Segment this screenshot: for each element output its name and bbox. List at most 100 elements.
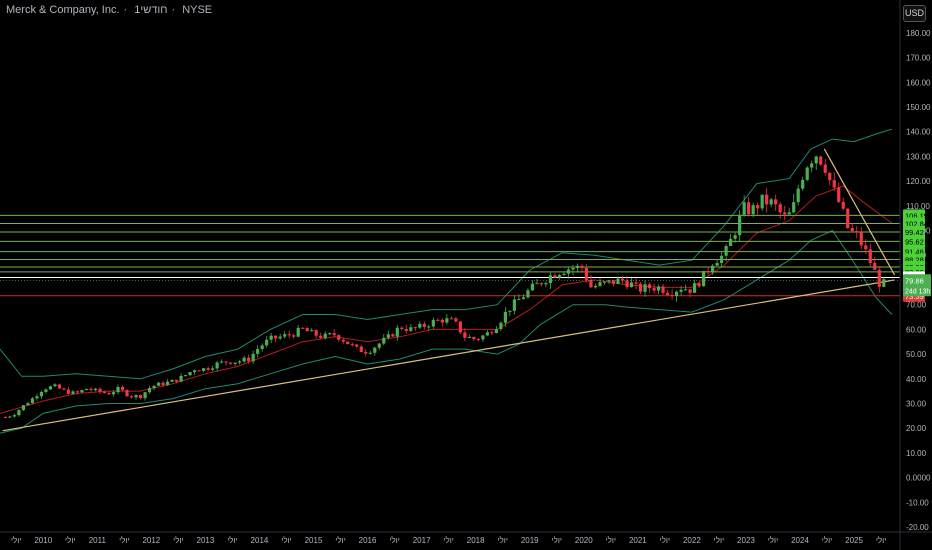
candle-body [107, 393, 111, 395]
candle-body [679, 289, 683, 292]
candle-body [733, 235, 737, 239]
x-tick-label: 2022 [683, 536, 701, 545]
trendlines [2, 148, 896, 432]
candle-body [287, 334, 291, 336]
moving-average-line [0, 185, 893, 414]
candle-body [134, 395, 138, 398]
candle-body [476, 339, 480, 341]
candle-body [512, 299, 517, 311]
candle-body [413, 327, 417, 329]
candle-body [814, 156, 818, 164]
y-tick-label: 70.00 [906, 301, 927, 310]
price-tags: 106.15102.8499.4295.6291.4688.2885.2283.… [0, 209, 931, 302]
bollinger-upper-line [0, 128, 893, 380]
candle-body [431, 319, 435, 327]
candle-body [720, 255, 724, 263]
level-tag-label: 88.28 [905, 255, 924, 264]
level-tag-label: 91.46 [905, 248, 924, 257]
x-tick-label: יולי [65, 536, 75, 545]
candle-body [174, 379, 179, 382]
candle-body [152, 385, 156, 389]
level-tag-label: 102.84 [905, 220, 928, 229]
candle-body [517, 299, 521, 301]
candle-body [75, 391, 80, 393]
x-tick-label: 2023 [737, 536, 755, 545]
candle-body [742, 202, 746, 215]
candle-body [220, 361, 224, 363]
candle-body [729, 238, 733, 247]
x-tick-label: 2011 [89, 536, 107, 545]
symbol-name[interactable]: Merck & Company, Inc. [6, 4, 120, 16]
time-axis[interactable]: יולי 2010 יולי 2011 יולי 2012 יולי 2013 יולי 2014… [0, 531, 932, 545]
candle-body [305, 328, 309, 332]
y-tick-label: 40.00 [906, 375, 927, 384]
candle-body [760, 194, 764, 209]
x-tick-label: יולי [119, 536, 129, 545]
candle-body [183, 375, 188, 377]
interval-label[interactable]: 1חודשי [134, 4, 168, 16]
candle-body [796, 188, 800, 203]
candle-body [616, 278, 620, 284]
candle-body [819, 156, 823, 165]
candle-body [418, 323, 422, 328]
candle-body [823, 164, 827, 173]
candle-body [98, 388, 102, 392]
candle-body [192, 370, 197, 373]
candle-body [674, 291, 679, 297]
candle-body [337, 335, 341, 340]
x-tick-label: יולי [660, 536, 670, 545]
candle-body [580, 265, 584, 268]
x-tick-label: 2020 [575, 536, 593, 545]
candle-body [400, 327, 404, 329]
candle-body [485, 332, 489, 336]
candle-body [783, 212, 787, 215]
candle-body [598, 282, 602, 286]
candle-body [692, 283, 697, 293]
candle-body [80, 390, 84, 393]
candle-body [283, 334, 287, 337]
candle-body [625, 280, 629, 288]
candle-body [26, 403, 30, 406]
candle-body [557, 274, 562, 278]
candle-body [508, 310, 512, 312]
candle-body [589, 279, 593, 288]
x-tick-label: 2010 [34, 536, 52, 545]
candle-body [170, 379, 174, 382]
candle-body [39, 391, 44, 397]
candle-body [467, 337, 471, 339]
candle-body [792, 202, 796, 213]
candle-body [323, 333, 327, 338]
candle-body [206, 368, 210, 370]
candle-body [129, 396, 134, 398]
candle-body [386, 334, 390, 338]
candle-body [89, 388, 93, 391]
candle-body [553, 275, 557, 278]
candle-body [355, 344, 359, 347]
candle-body [341, 339, 345, 342]
candle-body [643, 284, 647, 292]
candle-body [828, 172, 832, 181]
candle-body [530, 283, 535, 291]
candle-body [30, 398, 35, 404]
candle-body [436, 319, 440, 321]
candle-body [116, 387, 120, 393]
candle-body [229, 362, 233, 364]
candle-body [688, 289, 692, 293]
x-tick-label: 2017 [413, 536, 431, 545]
y-tick-label: 10.00 [906, 449, 927, 458]
candle-body [832, 180, 836, 188]
y-tick-label: 20.00 [906, 424, 927, 433]
candle-body [769, 199, 773, 205]
candle-body [391, 334, 395, 337]
y-tick-label: 140.00 [906, 128, 931, 137]
candle-body [702, 271, 706, 287]
x-tick-label: יולי [768, 536, 778, 545]
x-tick-label: 2021 [629, 536, 647, 545]
candle-body [265, 339, 269, 346]
candle-body [328, 333, 332, 335]
currency-button[interactable]: USD [903, 5, 926, 22]
x-tick-label: יולי [11, 536, 21, 545]
candle-body [503, 311, 508, 323]
candle-body [147, 388, 152, 393]
